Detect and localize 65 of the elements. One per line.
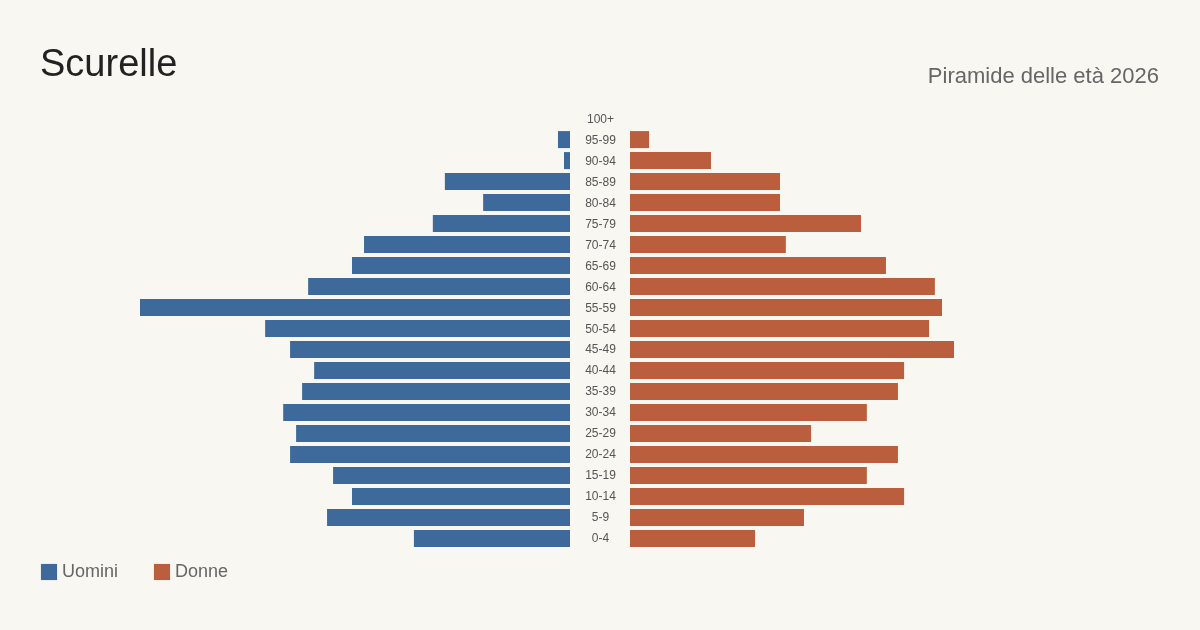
y-tick-label: 10-14	[585, 489, 617, 504]
bar	[630, 382, 898, 400]
y-tick-label: 40-44	[585, 363, 617, 378]
y-tick-label: 0-4	[591, 531, 610, 546]
bar	[630, 508, 804, 526]
bar	[432, 215, 570, 233]
y-tick-label: 5-9	[591, 510, 610, 525]
bar	[314, 361, 570, 379]
bar	[333, 466, 570, 484]
bar	[351, 487, 570, 505]
bar	[557, 131, 570, 149]
y-tick-label: 45-49	[585, 342, 617, 357]
y-tick-label: 15-19	[585, 468, 617, 483]
y-tick-label: 25-29	[585, 426, 617, 441]
bar	[630, 257, 886, 275]
bar	[630, 131, 650, 149]
bar	[630, 320, 930, 337]
y-tick-label: 50-54	[585, 321, 617, 336]
legend-label: Uomini	[62, 561, 119, 581]
y-tick-label: 95-99	[585, 132, 617, 147]
bar	[364, 236, 570, 254]
bar	[630, 424, 812, 442]
bar	[630, 278, 935, 296]
bar	[296, 424, 570, 442]
bar	[351, 257, 570, 275]
bar	[563, 152, 570, 170]
bar	[630, 152, 711, 170]
bar	[265, 320, 570, 337]
y-tick-label: 100+	[586, 111, 615, 126]
bar	[630, 445, 898, 463]
bar	[290, 340, 570, 358]
bar	[413, 529, 570, 547]
bar	[290, 445, 570, 463]
chart-title: Scurelle	[40, 42, 178, 85]
bar	[630, 466, 867, 484]
bar	[630, 236, 786, 254]
bar	[630, 403, 867, 421]
bar	[140, 299, 570, 317]
y-tick-label: 90-94	[585, 153, 617, 168]
bar	[483, 194, 570, 212]
bar	[630, 173, 781, 191]
text: Piramide delle età 2026	[927, 63, 1159, 89]
bar	[630, 529, 756, 547]
legend-label: Donne	[175, 561, 229, 581]
y-tick-label: 35-39	[585, 384, 617, 399]
bar	[630, 299, 943, 317]
bar	[308, 278, 570, 296]
y-tick-label: 30-34	[585, 405, 617, 420]
bar	[630, 361, 905, 379]
y-tick-label: 55-59	[585, 300, 617, 315]
y-tick-label: 60-64	[585, 279, 617, 294]
bar	[302, 382, 570, 400]
y-tick-label: 75-79	[585, 216, 617, 231]
bar	[630, 215, 862, 233]
bar	[630, 487, 905, 505]
bar	[630, 194, 781, 212]
y-tick-label: 80-84	[585, 195, 617, 210]
bar	[283, 403, 570, 421]
bar	[444, 173, 570, 191]
bar	[327, 508, 570, 526]
y-tick-label: 20-24	[585, 447, 617, 462]
y-tick-label: 85-89	[585, 174, 617, 189]
y-tick-label: 70-74	[585, 237, 617, 252]
y-tick-label: 65-69	[585, 258, 617, 273]
bar	[630, 340, 954, 358]
